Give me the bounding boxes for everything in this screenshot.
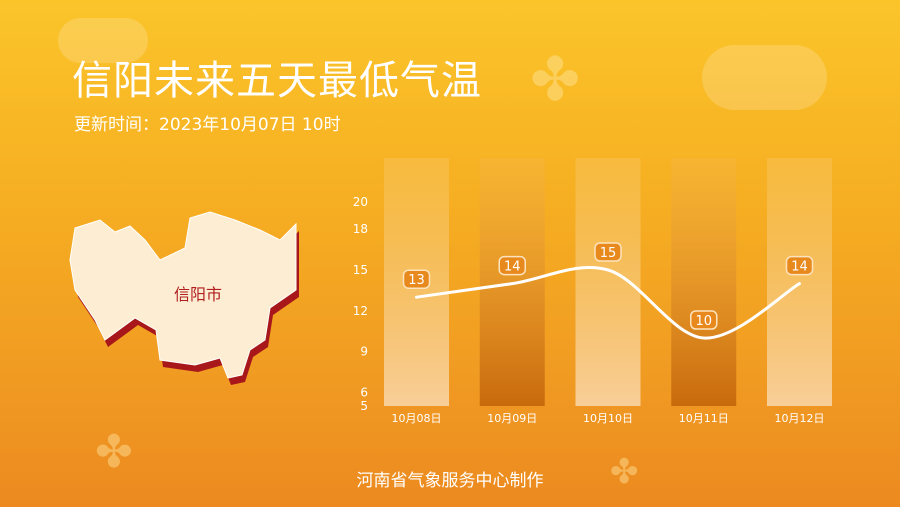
footer-credit: 河南省气象服务中心制作 bbox=[356, 471, 544, 491]
map-label: 信阳市 bbox=[174, 285, 222, 304]
data-label-text: 14 bbox=[791, 260, 808, 275]
data-label-badge bbox=[785, 255, 814, 276]
data-label-badge bbox=[498, 255, 526, 276]
column-band bbox=[479, 158, 545, 406]
temperature-line bbox=[415, 266, 801, 340]
data-label-badge bbox=[690, 310, 718, 330]
maple-leaf-icon: ✤ bbox=[95, 425, 133, 478]
map-region bbox=[69, 211, 297, 379]
data-label-badge bbox=[594, 242, 622, 262]
data-label-text: 13 bbox=[408, 273, 425, 288]
data-label: 15 bbox=[594, 242, 622, 262]
y-tick-label: 15 bbox=[353, 263, 368, 277]
cloud-decoration bbox=[702, 45, 827, 110]
y-tick-label: 9 bbox=[360, 345, 368, 359]
cloud-decoration bbox=[58, 18, 148, 63]
maple-leaf-icon: ✤ bbox=[610, 452, 639, 492]
data-label-text: 10 bbox=[695, 314, 712, 329]
column-band bbox=[767, 158, 832, 406]
update-time: 更新时间：2023年10月07日 10时 bbox=[74, 115, 341, 135]
column-band bbox=[671, 158, 737, 406]
data-label: 14 bbox=[785, 255, 814, 276]
data-label-text: 14 bbox=[504, 260, 521, 275]
x-tick-label: 10月08日 bbox=[392, 412, 442, 425]
x-tick-label: 10月12日 bbox=[775, 412, 825, 425]
y-tick-label: 5 bbox=[360, 399, 368, 413]
maple-leaf-icon: ✤ bbox=[530, 45, 581, 115]
data-label: 14 bbox=[498, 255, 526, 276]
data-label-text: 15 bbox=[600, 246, 617, 261]
y-tick-label: 18 bbox=[353, 222, 368, 236]
data-label-badge bbox=[402, 269, 431, 289]
x-tick-label: 10月10日 bbox=[583, 412, 633, 425]
xinyang-map: 信阳市 bbox=[69, 211, 299, 385]
data-label: 13 bbox=[402, 269, 431, 289]
x-tick-label: 10月09日 bbox=[487, 412, 537, 425]
y-tick-label: 6 bbox=[360, 385, 368, 399]
data-label: 10 bbox=[690, 310, 718, 330]
y-tick-label: 12 bbox=[353, 304, 368, 318]
x-tick-label: 10月11日 bbox=[679, 412, 729, 425]
y-tick-label: 20 bbox=[353, 195, 368, 209]
page-title: 信阳未来五天最低气温 bbox=[72, 58, 482, 104]
